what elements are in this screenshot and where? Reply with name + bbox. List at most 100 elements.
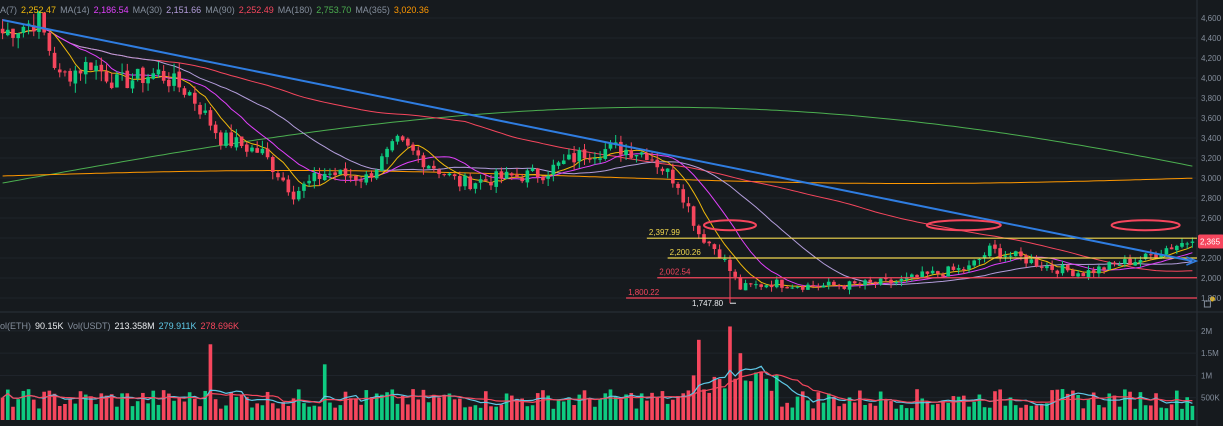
volume-bar [676,396,680,420]
volume-bar [774,375,779,420]
volume-bar [1164,408,1169,420]
candle-body [852,281,857,284]
candle-body [0,28,5,34]
volume-bar [109,394,114,420]
candle-body [1076,273,1080,277]
volume-bar [572,405,576,420]
price-tick-label: 3,200 [1201,154,1222,163]
volume-bar [639,393,644,420]
candle-body [385,148,389,158]
candle-body [598,158,602,160]
volume-bar [1039,405,1044,420]
candle-body [858,283,862,285]
candle-body [1034,258,1039,267]
candle-body [748,283,753,285]
volume-bar [302,403,306,420]
candle-body [956,268,961,270]
candle-body [478,179,483,183]
volume-bar [1180,408,1184,420]
volume-bar [1154,393,1158,420]
volume-bar [483,391,488,420]
candle-body [161,70,166,81]
volume-bar [613,396,618,420]
candle-body [1107,262,1112,270]
volume-bar [125,393,130,420]
candle-body [707,241,712,244]
candle-body [639,152,644,155]
volume-bar [935,403,940,420]
volume-bar [457,398,462,420]
candle-body [1071,270,1075,277]
volume-bar [982,407,987,420]
candle-body [141,67,145,83]
candle-body [619,141,623,155]
candle-body [738,277,743,290]
candle-body [629,150,634,158]
volume-bar [338,405,343,420]
ma90-label: MA(90) [205,5,235,15]
volume-bar [161,390,166,420]
volume-bar [504,393,509,420]
ma365-label: MA(365) [355,5,390,15]
candle-body [115,74,119,88]
volume-bar [967,406,971,420]
volume-bar [728,326,732,420]
volume-bar [276,408,280,420]
vol-eth-value: 90.15K [35,321,64,331]
candle-body [587,158,592,160]
candle-body [832,281,836,286]
candle-body [1039,266,1044,268]
volume-bar [520,398,524,420]
volume-bar [1055,389,1060,420]
volume-bar [769,390,774,420]
candle-body [935,271,940,274]
volume-bar [208,344,213,420]
candle-body [489,181,493,186]
candle-body [665,168,670,172]
volume-bar [712,376,717,420]
volume-bar [904,408,909,420]
candle-body [224,132,228,146]
volume-bar [478,407,483,420]
candle-body [920,271,925,279]
volume-bar [785,402,789,420]
volume-bar [348,398,353,420]
candle-body [1055,270,1060,274]
candle-body [203,110,208,113]
volume-bar [432,394,436,420]
low-marker-label: 1,747.80 [692,299,724,308]
candle-body [993,244,997,249]
level-label: 2,002.54 [659,268,691,277]
level-label: 2,397.99 [649,228,681,237]
candle-body [608,143,613,149]
ma365-value: 3,020.36 [393,5,429,15]
volume-bar [1013,405,1018,420]
candle-body [333,172,337,176]
volume-bar [499,404,504,420]
volume-bar [821,402,826,420]
candle-body [1180,243,1184,247]
candle-body [1112,262,1117,264]
volume-bar [218,408,223,420]
volume-bar [99,393,104,420]
price-tick-label: 2,000 [1201,274,1222,283]
volume-bar [946,402,951,420]
candle-body [94,65,98,72]
candle-body [826,281,831,286]
volume-bar [187,392,192,420]
volume-bar [800,391,805,420]
volume-bar [1029,405,1034,420]
candle-body [42,12,46,33]
candle-body [411,144,415,151]
volume-bar [1071,390,1075,420]
volume-bar [535,393,540,420]
volume-bar [582,390,587,420]
volume-bar [748,381,753,420]
ma7-label: A(7) [0,5,18,15]
candle-body [561,160,566,164]
candle-body [1050,265,1054,270]
candle-body [1065,264,1070,271]
volume-bar [213,399,218,420]
volume-bar [1112,395,1117,420]
